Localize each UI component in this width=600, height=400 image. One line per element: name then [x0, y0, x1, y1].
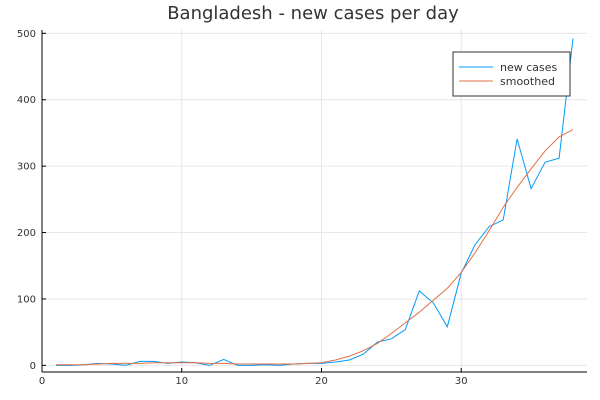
x-tick-label: 30 — [455, 376, 468, 387]
legend-label-new-cases: new cases — [500, 61, 558, 74]
y-tick-label: 500 — [17, 29, 36, 40]
y-tick-label: 0 — [30, 361, 36, 372]
legend-label-smoothed: smoothed — [500, 75, 555, 88]
x-tick-label: 20 — [315, 376, 328, 387]
x-tick-label: 10 — [175, 376, 188, 387]
series-lines — [56, 38, 574, 366]
legend: new cases smoothed — [452, 51, 571, 97]
y-tick-label: 300 — [17, 162, 36, 173]
y-tick-label: 100 — [17, 294, 36, 305]
y-tick-label: 400 — [17, 95, 36, 106]
y-tick-label: 200 — [17, 228, 36, 239]
grid-lines — [41, 30, 587, 372]
legend-box — [452, 51, 571, 97]
x-tick-label: 0 — [39, 376, 45, 387]
chart-title: Bangladesh - new cases per day — [167, 3, 459, 24]
axes — [41, 30, 587, 373]
series-line-smoothed — [56, 129, 574, 366]
